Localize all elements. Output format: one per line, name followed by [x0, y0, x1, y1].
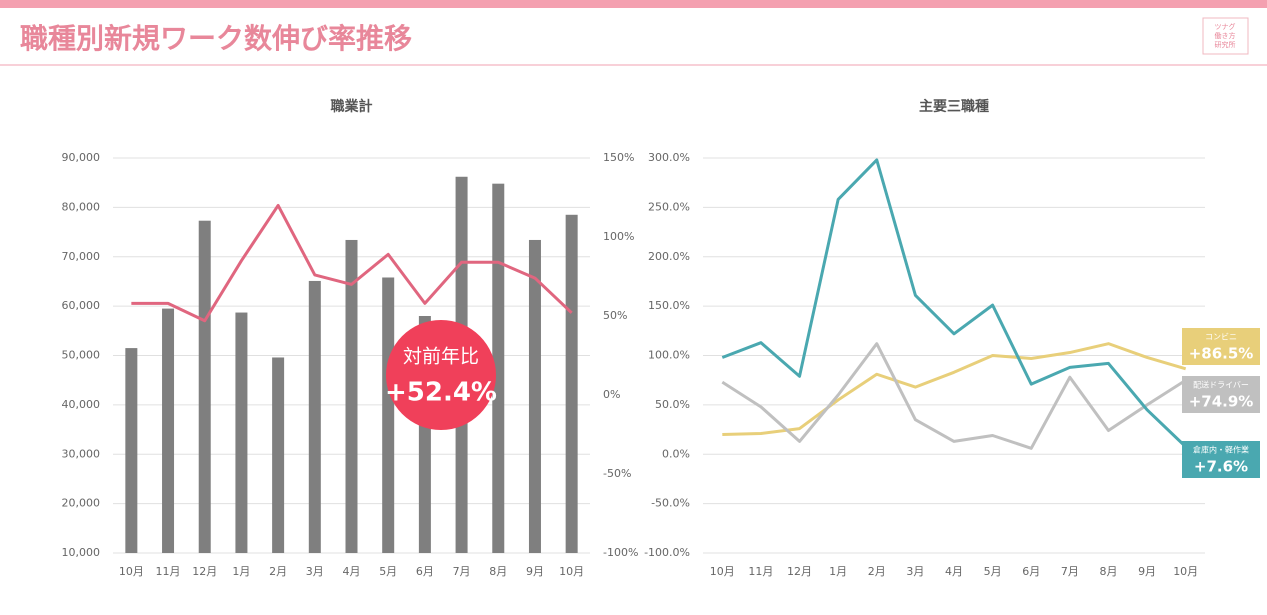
- x-tick-label: 4月: [343, 565, 361, 578]
- y-tick-label: 90,000: [62, 151, 101, 164]
- bar: [492, 183, 505, 554]
- page-title: 職種別新規ワーク数伸び率推移: [20, 22, 412, 55]
- x-tick-label: 11月: [748, 565, 773, 578]
- bar: [125, 348, 138, 553]
- logo: [1202, 17, 1249, 55]
- line: [721, 342, 1187, 450]
- line: [721, 158, 1187, 448]
- line: [722, 342, 1187, 436]
- end-label-value: +86.5%: [1189, 345, 1254, 363]
- x-tick-label: 3月: [906, 565, 924, 578]
- bar: [345, 239, 358, 553]
- y-tick-label: -100.0%: [644, 546, 690, 559]
- chart-title: 主要三職種: [919, 98, 989, 115]
- logo-text: 研究所: [1215, 40, 1236, 49]
- x-tick-label: 7月: [1061, 565, 1079, 578]
- x-tick-label: 10月: [1173, 565, 1198, 578]
- x-tick-label: 12月: [192, 565, 217, 578]
- bar: [272, 357, 285, 553]
- y2-tick-label: 0%: [603, 388, 620, 401]
- y2-tick-label: -50%: [603, 467, 631, 480]
- y-tick-label: 60,000: [62, 299, 101, 312]
- annotation-circle: [386, 320, 496, 430]
- bar: [382, 277, 395, 553]
- x-tick-label: 7月: [453, 565, 471, 578]
- annotation-label: 対前年比: [403, 346, 479, 368]
- end-label-name: 配送ドライバー: [1193, 380, 1249, 390]
- end-label-box: [1182, 376, 1260, 413]
- x-tick-label: 9月: [526, 565, 544, 578]
- bar: [528, 239, 541, 553]
- x-tick-label: 10月: [559, 565, 584, 578]
- chart-title: 職業計: [331, 98, 373, 115]
- bar: [235, 312, 248, 553]
- x-tick-label: 1月: [829, 565, 847, 578]
- y-tick-label: 100.0%: [648, 349, 690, 362]
- x-tick-label: 8月: [1099, 565, 1117, 578]
- annotation-value: +52.4%: [385, 378, 497, 408]
- x-tick-label: 4月: [945, 565, 963, 578]
- end-label-box: [1182, 328, 1260, 365]
- top-bar: [0, 0, 1267, 8]
- x-tick-label: 12月: [787, 565, 812, 578]
- x-tick-label: 9月: [1138, 565, 1156, 578]
- bar: [308, 280, 321, 553]
- y-tick-label: 50,000: [62, 349, 101, 362]
- y-tick-label: 80,000: [62, 200, 101, 213]
- end-label-name: コンビニ: [1205, 333, 1237, 342]
- logo-text: ツナグ: [1215, 22, 1236, 31]
- end-label-value: +74.9%: [1189, 393, 1254, 411]
- x-tick-label: 10月: [119, 565, 144, 578]
- x-tick-label: 6月: [1022, 565, 1040, 578]
- x-tick-label: 2月: [269, 565, 287, 578]
- bar: [198, 220, 211, 554]
- y2-tick-label: 50%: [603, 309, 627, 322]
- y-tick-label: 70,000: [62, 250, 101, 263]
- bar: [162, 308, 175, 553]
- y-tick-label: 20,000: [62, 497, 101, 510]
- x-tick-label: 5月: [379, 565, 397, 578]
- x-tick-label: 6月: [416, 565, 434, 578]
- end-label-value: +7.6%: [1194, 458, 1248, 476]
- logo-text: 働き方: [1215, 31, 1236, 40]
- x-tick-label: 10月: [710, 565, 735, 578]
- x-tick-label: 5月: [984, 565, 1002, 578]
- y2-tick-label: 100%: [603, 230, 634, 243]
- y2-tick-label: -100%: [603, 546, 638, 559]
- y-tick-label: 150.0%: [648, 299, 690, 312]
- line: [131, 203, 573, 323]
- end-label-name: 倉庫内・軽作業: [1193, 445, 1249, 455]
- end-label-box: [1182, 441, 1260, 478]
- y2-tick-label: 150%: [603, 151, 634, 164]
- y-tick-label: 50.0%: [655, 398, 690, 411]
- y-tick-label: -50.0%: [651, 497, 690, 510]
- y-tick-label: 30,000: [62, 447, 101, 460]
- y-tick-label: 300.0%: [648, 151, 690, 164]
- x-tick-label: 2月: [868, 565, 886, 578]
- y-tick-label: 250.0%: [648, 200, 690, 213]
- x-tick-label: 1月: [232, 565, 250, 578]
- y-tick-label: 40,000: [62, 398, 101, 411]
- x-tick-label: 8月: [489, 565, 507, 578]
- y-tick-label: 0.0%: [662, 447, 690, 460]
- bar: [565, 214, 578, 553]
- x-tick-label: 11月: [156, 565, 181, 578]
- x-tick-label: 3月: [306, 565, 324, 578]
- y-tick-label: 200.0%: [648, 250, 690, 263]
- y-tick-label: 10,000: [62, 546, 101, 559]
